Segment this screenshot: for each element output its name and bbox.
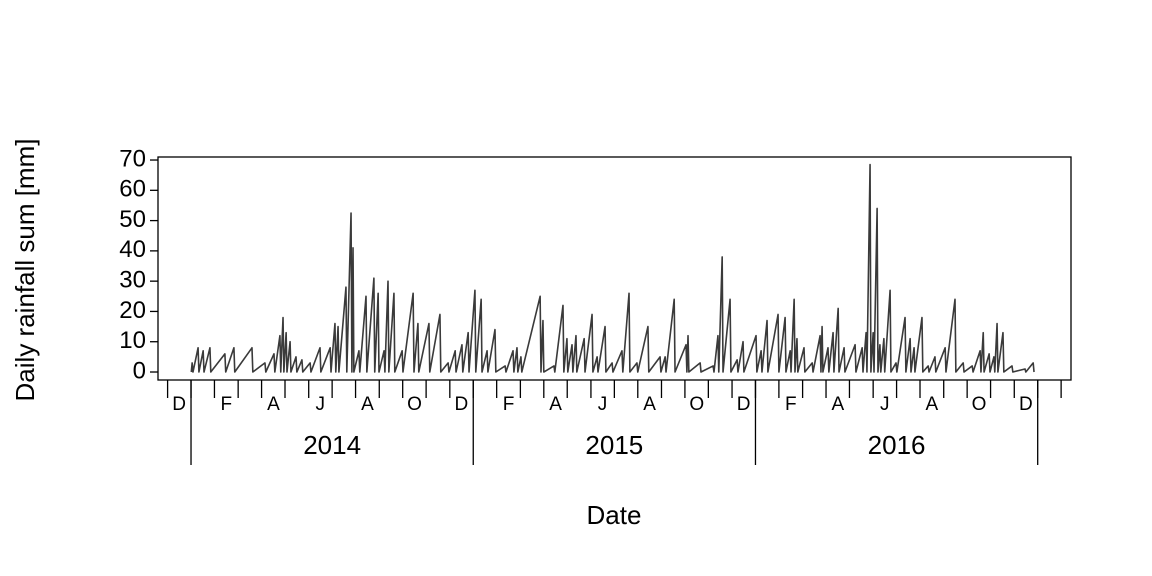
month-label: J <box>316 394 326 415</box>
y-tick-label: 40 <box>119 236 146 263</box>
y-tick-label: 20 <box>119 297 146 324</box>
year-label: 2016 <box>868 430 926 460</box>
month-label: A <box>267 394 280 415</box>
month-label: A <box>549 394 562 415</box>
month-label: A <box>926 394 939 415</box>
month-label: O <box>689 394 704 415</box>
y-tick-label: 10 <box>119 327 146 354</box>
month-label: D <box>172 394 186 415</box>
month-label: O <box>407 394 422 415</box>
month-label: A <box>643 394 656 415</box>
y-tick-label: 30 <box>119 267 146 294</box>
month-label: A <box>361 394 374 415</box>
month-label: D <box>455 394 469 415</box>
month-label: J <box>880 394 890 415</box>
month-label: F <box>785 394 797 415</box>
rainfall-line <box>190 163 1035 373</box>
y-tick-label: 70 <box>119 145 146 172</box>
month-label: D <box>737 394 751 415</box>
y-tick-label: 50 <box>119 206 146 233</box>
month-label: F <box>503 394 515 415</box>
y-tick-label: 60 <box>119 176 146 203</box>
month-label: F <box>220 394 232 415</box>
month-label: D <box>1019 394 1033 415</box>
plot-frame <box>157 156 1072 381</box>
month-label: J <box>598 394 608 415</box>
month-label: A <box>832 394 845 415</box>
y-axis-label: Daily rainfall sum [mm] <box>10 139 40 402</box>
year-label: 2015 <box>585 430 643 460</box>
year-label: 2014 <box>303 430 361 460</box>
y-tick-label: 0 <box>133 357 146 384</box>
x-axis-label: Date <box>587 500 642 530</box>
month-label: O <box>972 394 987 415</box>
